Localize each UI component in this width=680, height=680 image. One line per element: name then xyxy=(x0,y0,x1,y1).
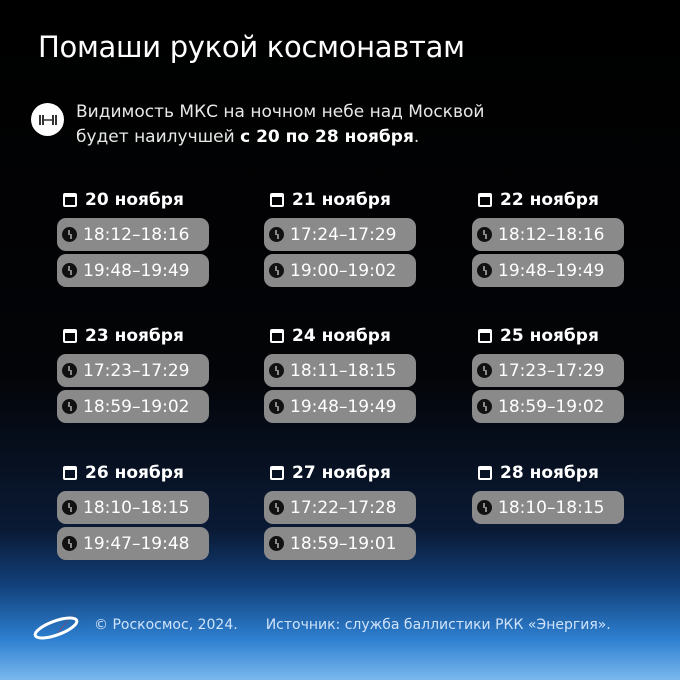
time-slot: 18:12–18:16 xyxy=(472,218,624,251)
time-slot: 18:10–18:15 xyxy=(472,491,624,524)
intro-line-1: Видимость МКС на ночном небе над Москвой xyxy=(76,102,485,122)
calendar-icon xyxy=(63,466,77,480)
day-date: 22 ноября xyxy=(478,188,624,212)
time-slot: 19:00–19:02 xyxy=(264,254,416,287)
clock-icon xyxy=(477,500,492,515)
time-slot: 19:48–19:49 xyxy=(57,254,209,287)
day-card: 24 ноября 18:11–18:15 19:48–19:49 xyxy=(264,324,416,426)
clock-icon xyxy=(477,363,492,378)
calendar-icon xyxy=(63,193,77,207)
clock-icon xyxy=(269,399,284,414)
day-date: 20 ноября xyxy=(63,188,209,212)
time-slot: 19:47–19:48 xyxy=(57,527,209,560)
calendar-icon xyxy=(270,466,284,480)
calendar-icon xyxy=(63,329,77,343)
clock-icon xyxy=(269,500,284,515)
calendar-icon xyxy=(478,329,492,343)
time-slot: 17:24–17:29 xyxy=(264,218,416,251)
clock-icon xyxy=(477,263,492,278)
day-card: 26 ноября 18:10–18:15 19:47–19:48 xyxy=(57,461,209,563)
calendar-icon xyxy=(478,193,492,207)
day-date: 25 ноября xyxy=(478,324,624,348)
source: Источник: служба баллистики РКК «Энергия… xyxy=(265,617,611,633)
time-slot: 18:59–19:02 xyxy=(57,390,209,423)
time-slot: 18:59–19:02 xyxy=(472,390,624,423)
day-card: 27 ноября 17:22–17:28 18:59–19:01 xyxy=(264,461,416,563)
day-date: 26 ноября xyxy=(63,461,209,485)
day-card: 25 ноября 17:23–17:29 18:59–19:02 xyxy=(472,324,624,426)
clock-icon xyxy=(269,536,284,551)
clock-icon xyxy=(477,227,492,242)
clock-icon xyxy=(62,227,77,242)
calendar-icon xyxy=(270,193,284,207)
time-slot: 19:48–19:49 xyxy=(264,390,416,423)
clock-icon xyxy=(62,263,77,278)
clock-icon xyxy=(62,363,77,378)
time-slot: 19:48–19:49 xyxy=(472,254,624,287)
copyright: © Роскосмос, 2024. xyxy=(94,617,238,633)
intro: Видимость МКС на ночном небе над Москвой… xyxy=(31,100,484,150)
clock-icon xyxy=(62,536,77,551)
day-card: 22 ноября 18:12–18:16 19:48–19:49 xyxy=(472,188,624,290)
iss-icon xyxy=(31,103,64,136)
roscosmos-logo xyxy=(33,610,79,642)
day-date: 24 ноября xyxy=(270,324,416,348)
time-slot: 18:12–18:16 xyxy=(57,218,209,251)
day-date: 28 ноября xyxy=(478,461,624,485)
day-card: 23 ноября 17:23–17:29 18:59–19:02 xyxy=(57,324,209,426)
time-slot: 17:23–17:29 xyxy=(57,354,209,387)
calendar-icon xyxy=(478,466,492,480)
day-date: 21 ноября xyxy=(270,188,416,212)
day-card: 28 ноября 18:10–18:15 xyxy=(472,461,624,527)
footer: © Роскосмос, 2024. Источник: служба балл… xyxy=(32,608,639,642)
day-card: 20 ноября 18:12–18:16 19:48–19:49 xyxy=(57,188,209,290)
clock-icon xyxy=(269,363,284,378)
page-title: Помаши рукой космонавтам xyxy=(38,30,465,64)
day-date: 23 ноября xyxy=(63,324,209,348)
calendar-icon xyxy=(270,329,284,343)
day-card: 21 ноября 17:24–17:29 19:00–19:02 xyxy=(264,188,416,290)
intro-line-2: будет наилучшей с 20 по 28 ноября. xyxy=(76,127,420,147)
clock-icon xyxy=(62,399,77,414)
day-date: 27 ноября xyxy=(270,461,416,485)
time-slot: 17:23–17:29 xyxy=(472,354,624,387)
clock-icon xyxy=(269,263,284,278)
time-slot: 18:59–19:01 xyxy=(264,527,416,560)
clock-icon xyxy=(269,227,284,242)
time-slot: 18:10–18:15 xyxy=(57,491,209,524)
time-slot: 18:11–18:15 xyxy=(264,354,416,387)
clock-icon xyxy=(477,399,492,414)
time-slot: 17:22–17:28 xyxy=(264,491,416,524)
clock-icon xyxy=(62,500,77,515)
